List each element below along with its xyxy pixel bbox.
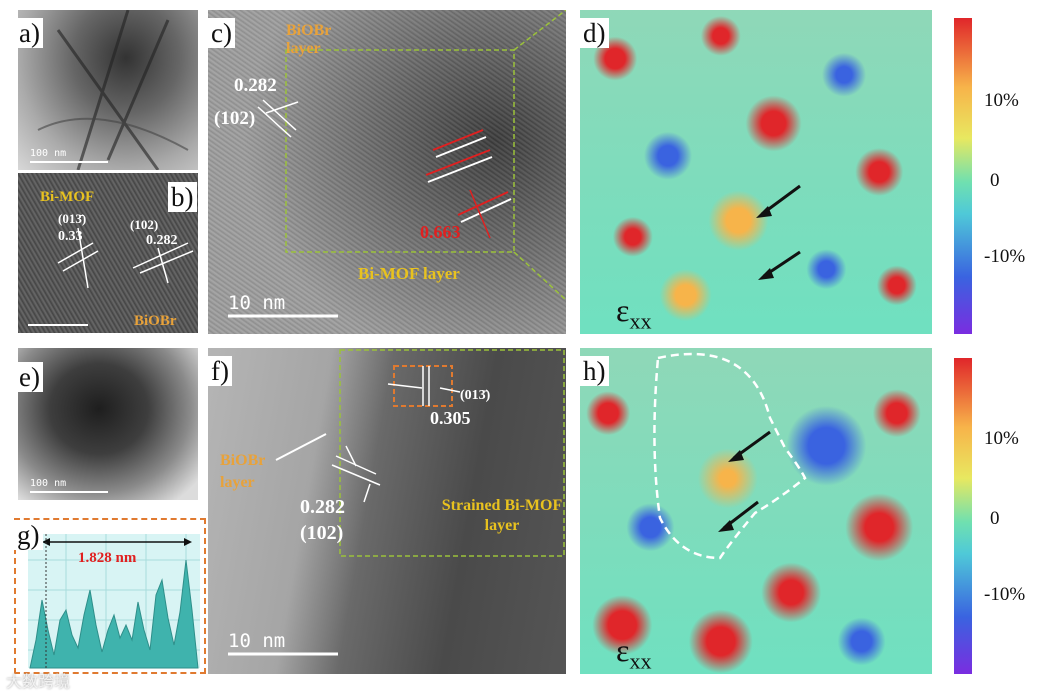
panel-f-strained-layer: Strained Bi-MOF layer (441, 497, 563, 534)
panel-d-epsilon-symbol: ε (616, 292, 630, 328)
panel-c-scale-label: 10 nm (228, 292, 286, 314)
colorbar-bottom (954, 358, 972, 674)
panel-h-strain-map: εxx (580, 348, 932, 674)
panel-a-tem-image: 100 nm (18, 10, 198, 170)
panel-e-tem-image: 100 nm (18, 348, 198, 500)
panel-c-bimof-layer: Bi-MOF layer (358, 264, 460, 283)
panel-c-hrtem-image: BiOBr layer 0.282 (102) 0.663 Bi-MOF lay… (208, 10, 566, 334)
panel-c-biobr-layer: BiOBr layer (286, 22, 332, 57)
panel-d-arrows (756, 184, 801, 280)
panel-d-strain-map: εxx (580, 10, 932, 334)
colorbar-bottom-tick-3: -10% (984, 584, 1026, 605)
colorbar-top-tick-2: 0 (990, 170, 1000, 191)
watermark: 大数跨境 (6, 672, 71, 691)
panel-d-epsilon-sub: xx (629, 308, 652, 334)
panel-f-hkl2: (013̄) (460, 388, 491, 403)
panel-a-letter: a) (16, 18, 43, 48)
panel-b-hkl1: (013̄) (58, 211, 87, 226)
panel-e-scale-label: 100 nm (30, 478, 67, 489)
panel-g-distance-label: 1.828 nm (78, 550, 137, 566)
panel-c-letter: c) (208, 18, 235, 48)
panel-c-d1: 0.282 (234, 75, 277, 96)
panel-b-biobr-label: BiOBr (134, 313, 177, 329)
panel-f-d1: 0.282 (300, 496, 345, 518)
panel-f-hkl1: (102) (300, 522, 344, 544)
colorbar-top-tick-1: 10% (984, 90, 1019, 111)
colorbar-bottom-tick-2: 0 (990, 508, 1000, 529)
colorbar-top (954, 18, 972, 334)
panel-f-letter: f) (208, 356, 232, 386)
colorbar-bottom-tick-1: 10% (984, 428, 1019, 449)
panel-b-bimof-label: Bi-MOF (40, 189, 95, 205)
panel-b-overlay (28, 227, 194, 326)
panel-e-texture (30, 491, 108, 493)
panel-h-epsilon-sub: xx (629, 648, 652, 674)
panel-c-hkl: (102) (214, 108, 256, 129)
panel-f-hrtem-image: BiOBr layer 0.282 (102) (013̄) 0.305 Str… (208, 348, 566, 674)
panel-f-d2: 0.305 (430, 408, 471, 428)
panel-d-letter: d) (580, 18, 609, 48)
panel-c-d2: 0.663 (420, 222, 461, 242)
panel-c-overlay (208, 10, 566, 334)
panel-g-plot (28, 534, 200, 669)
panel-f-overlay (228, 349, 565, 656)
panel-g-letter: g) (14, 520, 43, 550)
panel-a-texture (30, 10, 189, 170)
panel-b-d2: 0.282 (146, 233, 178, 248)
panel-g-line-profile: 1.828 nm (14, 518, 206, 674)
panel-b-hkl2: (102) (130, 217, 159, 232)
panel-a-scale-label: 100 nm (30, 148, 67, 159)
panel-h-epsilon-symbol: ε (616, 632, 630, 668)
panel-b-d1: 0.33 (58, 229, 83, 244)
panel-f-biobr-layer: BiOBr layer (220, 452, 266, 491)
panel-h-overlay (653, 352, 807, 560)
panel-e-letter: e) (16, 362, 43, 392)
panel-f-scale-label: 10 nm (228, 630, 286, 652)
panel-d-epsilon: εxx (616, 292, 651, 334)
panel-h-epsilon: εxx (616, 632, 651, 674)
panel-h-letter: h) (580, 356, 609, 386)
panel-b-letter: b) (168, 182, 197, 212)
colorbar-top-tick-3: -10% (984, 246, 1026, 267)
